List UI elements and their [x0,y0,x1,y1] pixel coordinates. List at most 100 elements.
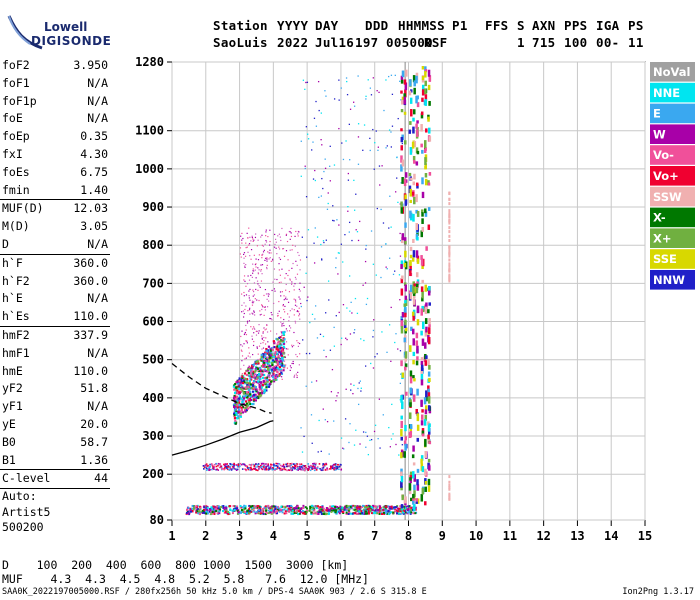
header-field-6: FFS [485,18,509,33]
es-echo-point [225,509,228,512]
interference-streak [401,177,404,184]
f-diffuse-point [268,293,270,295]
f-diffuse-point [289,279,291,281]
legend-swatch-x [650,228,695,248]
f-layer-point [246,369,249,372]
es-multiple-point [297,468,300,470]
scatter-point [304,167,306,170]
es-echo-point [206,509,209,512]
es-echo-point [198,510,201,513]
es-echo-point [254,512,257,515]
f-diffuse-point [274,353,277,355]
scatter-point [345,388,347,390]
f-layer-point [247,388,251,391]
es-multiple-point [267,463,269,465]
interference-streak [409,387,412,394]
interference-streak [428,302,431,306]
es-echo-point [284,505,287,508]
es-echo-point [385,512,388,515]
es-echo-point [342,506,345,509]
scatter-point [375,130,377,132]
f-layer-point [277,364,280,367]
es-multiple-point [265,468,268,471]
scatter-point [323,241,325,244]
es-echo-point [253,505,256,508]
f-layer-point [270,357,273,360]
f-diffuse-point [252,302,254,304]
es-echo-point [246,512,249,515]
es-echo-point [275,510,278,513]
f-diffuse-point [241,304,243,306]
es-echo-point [332,507,335,510]
es-echo-point [309,508,312,511]
f-layer-point [240,387,243,390]
scatter-point [401,142,403,145]
param-clevel: C-level 44 [0,470,110,488]
es-multiple-point [231,464,233,466]
y-tick-label: 500 [142,353,164,367]
f-diffuse-point [283,318,285,321]
y-tick-label: 1280 [135,55,164,69]
es-echo-point [288,509,291,512]
scatter-point [357,239,360,242]
scatter-point [350,301,352,304]
f-diffuse-point [267,356,269,358]
f-layer-point [275,353,279,356]
scatter-point [381,165,383,167]
interference-streak [424,501,427,506]
f-layer-point [281,357,284,360]
f-diffuse-point [293,374,296,376]
scatter-point [382,222,385,224]
f-diffuse-point [257,353,259,355]
interference-streak [409,370,413,377]
scatter-point [370,94,373,96]
interference-streak [413,378,416,382]
scatter-point [353,384,355,387]
f-layer-point [247,401,251,404]
interference-streak [401,99,404,105]
f-diffuse-point [279,274,282,276]
f-diffuse-point [282,322,285,324]
es-multiple-point [263,466,265,468]
f-diffuse-point [263,369,265,371]
interference-streak [415,332,419,339]
f-layer-point [259,394,263,397]
f-diffuse-point [251,276,253,279]
f-layer-point [261,355,264,358]
f-layer-point [278,362,281,365]
es-multiple-point [209,463,211,466]
f-diffuse-point [289,369,291,371]
scatter-point [315,125,318,127]
f-layer-point [236,399,239,402]
es-multiple-point [276,466,279,469]
f-diffuse-point [262,365,264,367]
f-diffuse-point [254,328,256,330]
es-multiple-point [294,467,296,470]
f-diffuse-point [255,364,258,366]
f-layer-point [238,395,242,398]
es-echo-point [248,508,251,511]
es-echo-point [404,511,407,514]
es-echo-point [269,506,272,509]
f-diffuse-point [268,359,270,361]
scatter-point [344,234,346,236]
interference-streak [448,213,451,217]
f-diffuse-point [290,367,292,369]
f-layer-point [241,389,244,392]
es-multiple-point [239,465,241,468]
f-diffuse-point [291,362,293,365]
f-layer-point [278,351,281,354]
interference-streak [424,342,427,349]
es-echo-point [278,510,281,513]
interference-streak [421,466,425,473]
muf-label: MUF [2,572,23,586]
f-layer-point [269,382,272,385]
interference-streak [415,272,419,278]
es-multiple-point [301,469,303,471]
f-layer-point [259,368,262,371]
f-diffuse-point [295,230,297,233]
interference-streak [428,327,431,334]
es-multiple-point [331,465,334,467]
scatter-point [376,207,378,210]
